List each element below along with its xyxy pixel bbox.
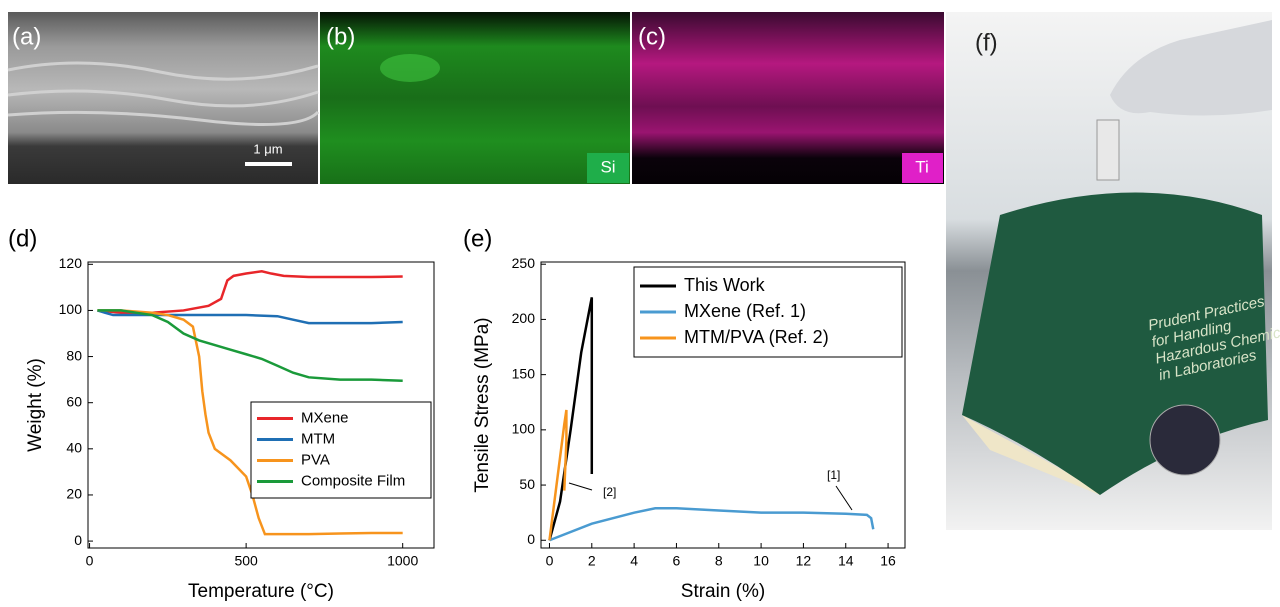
- annotation-leader: [835, 485, 853, 511]
- x-tick-label: 14: [838, 553, 854, 569]
- y-tick-label: 50: [519, 476, 535, 492]
- plot-frame: [87, 261, 435, 549]
- panel-label: (c): [638, 23, 666, 50]
- x-tick-label: 0: [546, 553, 554, 569]
- element-badge: [902, 153, 943, 183]
- layers: [7, 61, 320, 126]
- panel-a: 1 μm (a): [7, 12, 320, 184]
- series-line: [548, 297, 594, 541]
- legend-box: [633, 266, 903, 358]
- legend-label: This Work: [684, 275, 766, 295]
- annotation-leader: [568, 482, 593, 491]
- series-line: [548, 409, 568, 541]
- y-tick-label: 20: [66, 486, 82, 502]
- panel-c: Ti (c): [632, 12, 944, 184]
- y-tick-label: 200: [512, 310, 536, 326]
- y-axis-title: Weight (%): [25, 358, 46, 452]
- element-badge: [587, 153, 629, 183]
- annotation: [2]: [603, 485, 616, 499]
- x-axis-title: Temperature (°C): [188, 581, 334, 602]
- legend-label: MTM/PVA (Ref. 2): [684, 327, 829, 347]
- legend-label: PVA: [301, 451, 330, 468]
- series-line: [549, 506, 875, 542]
- panel-label: (e): [463, 225, 492, 252]
- element-label: Si: [600, 157, 615, 176]
- series-line: [97, 269, 403, 314]
- x-tick-label: 8: [715, 553, 723, 569]
- x-tick-label: 4: [630, 553, 638, 569]
- panel-b: Si (b): [320, 12, 630, 184]
- series-line: [97, 309, 403, 536]
- panel-label: (d): [8, 225, 37, 252]
- scale-bar: [245, 162, 292, 166]
- panel-label: (a): [12, 23, 41, 50]
- y-tick-label: 80: [66, 347, 82, 363]
- y-tick-label: 100: [59, 301, 83, 317]
- bright-spot: [380, 54, 440, 82]
- book-pages: [962, 415, 1100, 495]
- x-tick-label: 0: [86, 553, 94, 569]
- y-tick-label: 0: [74, 532, 82, 548]
- y-tick-label: 0: [527, 531, 535, 547]
- annotation: [1]: [827, 468, 840, 482]
- legend-label: Composite Film: [301, 472, 405, 489]
- plot-frame: [540, 261, 906, 549]
- eds-si-map: [320, 12, 630, 184]
- y-tick-label: 120: [59, 255, 83, 271]
- x-tick-label: 6: [673, 553, 681, 569]
- series-line: [97, 309, 403, 325]
- sticker: [1149, 404, 1221, 476]
- panel-label: (b): [326, 23, 355, 50]
- legend-label: MTM: [301, 430, 335, 447]
- glove: [1110, 20, 1272, 116]
- x-tick-label: 500: [234, 553, 258, 569]
- panel-label: (f): [975, 29, 998, 56]
- y-axis-title: Tensile Stress (MPa): [472, 317, 493, 492]
- legend-label: MXene: [301, 409, 349, 426]
- eds-ti-map: [632, 12, 944, 184]
- x-tick-label: 12: [796, 553, 812, 569]
- y-tick-label: 40: [66, 440, 82, 456]
- x-tick-label: 2: [588, 553, 596, 569]
- y-tick-label: 150: [512, 365, 536, 381]
- x-tick-label: 1000: [387, 553, 418, 569]
- x-tick-label: 16: [880, 553, 896, 569]
- element-label: Ti: [915, 157, 929, 176]
- legend-label: MXene (Ref. 1): [684, 301, 806, 321]
- x-axis-title: Strain (%): [681, 581, 765, 602]
- x-tick-label: 10: [753, 553, 769, 569]
- film: [1096, 119, 1120, 181]
- series-line: [97, 309, 403, 383]
- y-tick-label: 250: [512, 255, 536, 271]
- scale-label: 1 μm: [253, 141, 282, 156]
- y-tick-label: 100: [512, 421, 536, 437]
- y-tick-label: 60: [66, 393, 82, 409]
